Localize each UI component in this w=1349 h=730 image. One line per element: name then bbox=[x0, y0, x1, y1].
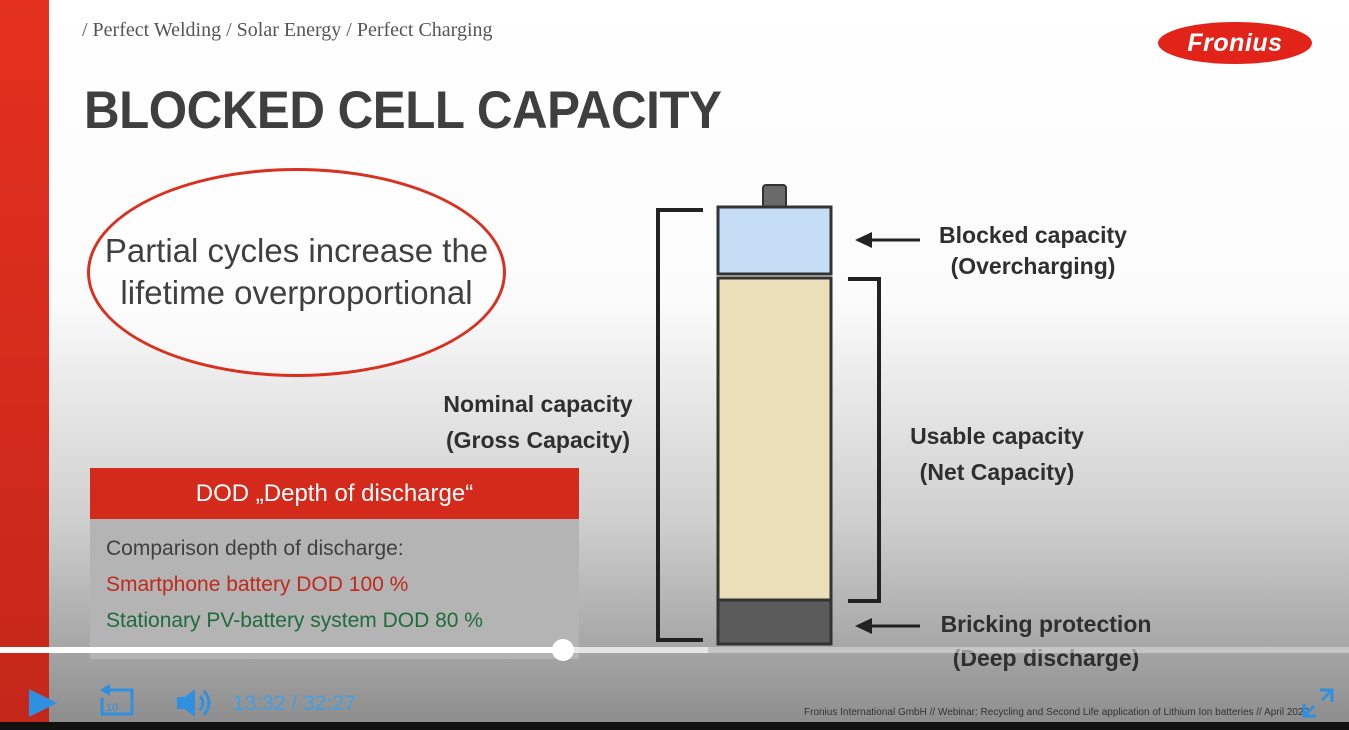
blocked-arrowhead bbox=[855, 232, 872, 248]
fullscreen-icon bbox=[1302, 688, 1334, 718]
volume-icon bbox=[177, 689, 211, 717]
nominal-capacity-line2: (Gross Capacity) bbox=[445, 427, 631, 453]
progress-scrubber-handle[interactable] bbox=[551, 639, 574, 661]
time-display: 13:32 / 32:27 bbox=[233, 692, 356, 716]
dod-box-body bbox=[90, 519, 579, 659]
fullscreen-button[interactable] bbox=[1300, 686, 1336, 720]
bricking-arrowhead bbox=[855, 618, 872, 634]
volume-button[interactable] bbox=[174, 686, 214, 720]
bricking-protection-line1: Bricking protection bbox=[940, 611, 1152, 637]
dod-comparison-label: Comparison depth of discharge: bbox=[106, 537, 404, 560]
dod-stationary-line: Stationary PV-battery system DOD 80 % bbox=[106, 609, 483, 632]
play-button[interactable] bbox=[22, 686, 62, 720]
player-bottom-edge bbox=[0, 722, 1349, 730]
logo-text: Fronius bbox=[1187, 28, 1283, 57]
blocked-capacity-line2: (Overcharging) bbox=[950, 253, 1116, 279]
replay-10-label: 10 bbox=[106, 702, 118, 714]
bricking-protection-label: Bricking protection (Deep discharge) bbox=[930, 607, 1162, 675]
time-separator: / bbox=[291, 692, 298, 715]
slide-breadcrumb: / Perfect Welding / Solar Energy / Perfe… bbox=[82, 19, 493, 41]
fronius-logo: Fronius bbox=[1158, 22, 1312, 64]
callout-text: Partial cycles increase the lifetime ove… bbox=[87, 230, 506, 314]
blocked-capacity-segment bbox=[716, 205, 833, 276]
play-icon bbox=[29, 689, 57, 717]
nominal-capacity-line1: Nominal capacity bbox=[443, 391, 633, 417]
usable-capacity-line1: Usable capacity bbox=[910, 423, 1084, 449]
replay-10-button[interactable]: 10 bbox=[96, 684, 138, 720]
duration: 32:27 bbox=[303, 692, 356, 715]
callout-ellipse bbox=[87, 168, 506, 377]
usable-capacity-label: Usable capacity (Net Capacity) bbox=[900, 418, 1094, 490]
current-time: 13:32 bbox=[233, 692, 286, 715]
nominal-bracket bbox=[656, 208, 703, 642]
dod-box-header: DOD „Depth of discharge“ bbox=[90, 468, 579, 519]
usable-capacity-segment bbox=[716, 276, 833, 602]
slide-title: BLOCKED CELL CAPACITY bbox=[84, 81, 722, 140]
callout-line-2: lifetime overproportional bbox=[120, 274, 473, 311]
battery-terminal bbox=[762, 184, 787, 209]
usable-bracket bbox=[848, 277, 881, 603]
usable-capacity-line2: (Net Capacity) bbox=[919, 459, 1075, 485]
progress-bar-fill bbox=[0, 647, 563, 653]
callout-line-1: Partial cycles increase the bbox=[104, 232, 489, 269]
blocked-capacity-label: Blocked capacity (Overcharging) bbox=[930, 220, 1136, 282]
slide-accent-bar bbox=[0, 0, 49, 722]
nominal-capacity-label: Nominal capacity (Gross Capacity) bbox=[432, 386, 644, 458]
slide-footer: Fronius International GmbH // Webinar: R… bbox=[804, 707, 1310, 718]
replay-10-icon: 10 bbox=[100, 684, 134, 716]
blocked-capacity-line1: Blocked capacity bbox=[939, 222, 1127, 248]
bricking-protection-segment bbox=[716, 598, 833, 646]
dod-smartphone-line: Smartphone battery DOD 100 % bbox=[106, 573, 409, 596]
